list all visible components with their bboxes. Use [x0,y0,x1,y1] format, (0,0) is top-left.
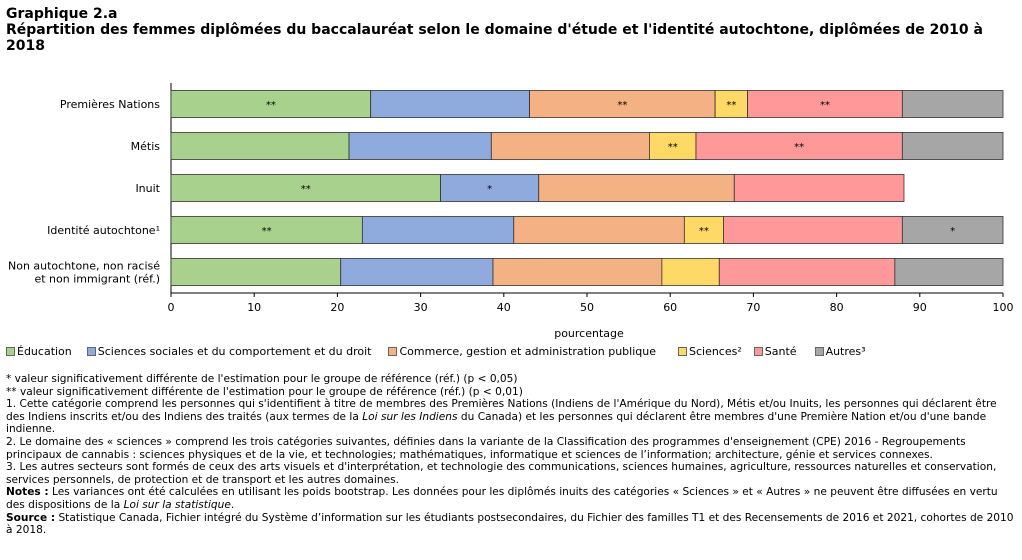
bar-segment [513,216,685,244]
legend-label: Autres³ [825,345,866,358]
bar-segment [370,90,530,118]
bar-segment [649,132,697,160]
significance-label: ** [699,226,709,237]
legend-label: Éducation [17,345,72,358]
chart-legend: Éducation Sciences sociales et du comport… [6,345,866,358]
significance-label: * [950,226,955,237]
significance-label: ** [794,142,804,153]
significance-label: ** [617,100,627,111]
legend-swatch [753,347,763,356]
x-tick-label: 50 [580,301,594,314]
legend-item: Santé [753,345,797,358]
x-tick-label: 10 [247,301,261,314]
category-label: Identité autochtone¹ [47,224,160,237]
legend-item: Sciences sociales et du comportement et … [86,345,372,358]
significance-label: ** [726,100,736,111]
note-significance-01: ** valeur significativement différente d… [6,385,523,398]
x-tick-label: 0 [168,301,175,314]
bar-segment [901,90,1004,118]
significance-label: * [487,184,492,195]
source-paragraph: Source : Statistique Canada, Fichier int… [6,511,1014,537]
notes-paragraph: Notes : Les variances ont été calculées … [6,486,998,511]
legend-label: Santé [764,345,797,358]
significance-label: ** [668,142,678,153]
footnote-2: 2. Le domaine des « sciences » comprend … [6,435,966,461]
bar-segment [723,216,903,244]
significance-label: ** [301,184,311,195]
x-tick-label: 60 [663,301,677,314]
legend-item: Sciences² [677,345,742,358]
chart-notes: * valeur significativement différente de… [6,373,1018,537]
bar-segment [170,90,372,118]
bar-segment [661,258,720,286]
legend-label: Commerce, gestion et administration publ… [399,345,656,358]
bar-segment [440,174,540,202]
bar-segment [718,258,896,286]
bar-segment [340,258,494,286]
legend-swatch [86,347,96,356]
legend-item: Éducation [6,345,72,358]
bar-segment [683,216,724,244]
bar-segment [538,174,735,202]
bar-segment [747,90,903,118]
legend-item: Commerce, gestion et administration publ… [388,345,656,358]
x-tick-label: 100 [993,301,1014,314]
x-tick-label: 70 [746,301,760,314]
x-tick-label: 40 [497,301,511,314]
stacked-bar-chart: Premières Nations ** ** ** **Métis ** **Inuit *… [8,83,1014,340]
category-label: Métis [131,140,161,153]
x-tick-label: 20 [330,301,344,314]
x-axis-label: pourcentage [554,327,624,340]
footnote-1: 1. Cette catégorie comprend les personne… [6,398,997,436]
legend-label: Sciences sociales et du comportement et … [97,345,372,358]
bar-segment [733,174,905,202]
legend-swatch [6,347,15,356]
x-tick-label: 30 [414,301,428,314]
bar-segment [894,258,1004,286]
legend-label: Sciences² [688,345,742,358]
bar-segment [492,258,663,286]
bar-segment [348,132,492,160]
x-tick-label: 90 [913,301,927,314]
chart-title-line2: Répartition des femmes diplômées du bacc… [6,22,983,54]
bar-segment [901,216,1004,244]
legend-swatch [814,347,824,356]
chart-title-line1: Graphique 2.a [6,6,118,22]
significance-label: ** [262,226,272,237]
category-label: Inuit [135,182,160,195]
x-tick-label: 80 [830,301,844,314]
chart-title: Graphique 2.a Répartition des femmes dip… [6,6,1014,54]
bar-segment [170,132,350,160]
bar-segment [901,132,1004,160]
footnote-3: 3. Les autres secteurs sont formés de ce… [6,461,997,486]
bar-segment [170,216,363,244]
significance-label: ** [266,100,276,111]
bar-segment [170,258,342,286]
note-significance-05: * valeur significativement différente de… [6,373,518,385]
bar-segment [170,174,441,202]
legend-item: Autres³ [814,345,866,358]
bar-segment [361,216,515,244]
legend-swatch [677,347,687,356]
significance-label: ** [820,100,830,111]
category-label: et non immigrant (réf.) [34,273,160,286]
bar-segment [695,132,903,160]
legend-swatch [388,347,398,356]
category-label: Non autochtone, non racisé [8,260,160,273]
category-label: Premières Nations [60,98,160,111]
bar-segment [490,132,650,160]
